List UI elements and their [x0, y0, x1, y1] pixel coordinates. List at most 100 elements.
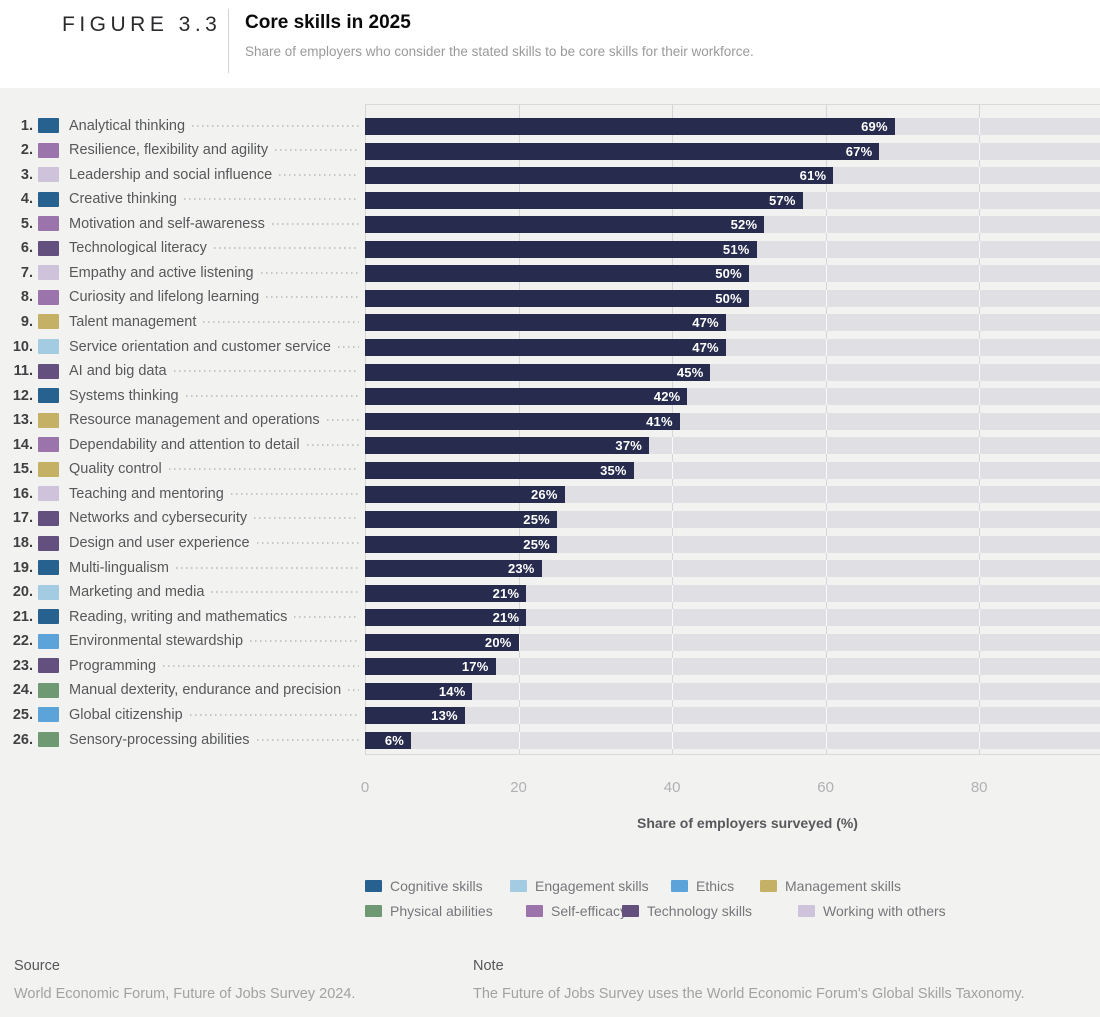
- legend-color-square: [526, 904, 543, 917]
- bar-teaching-and-mentoring: 26%: [365, 486, 565, 504]
- bar-value-label: 37%: [615, 438, 643, 454]
- skill-row-7: 7. Empathy and active listening: [0, 264, 365, 281]
- skill-row-1: 1. Analytical thinking: [0, 117, 365, 134]
- bar-row-21: 21%: [365, 609, 1100, 627]
- skill-row-3: 3. Leadership and social influence: [0, 166, 365, 183]
- source-heading: Source: [14, 958, 60, 974]
- note-heading: Note: [473, 958, 504, 974]
- skill-rank: 5.: [20, 215, 33, 232]
- category-color-square: [38, 388, 59, 404]
- dotted-leader: [294, 615, 359, 618]
- category-color-square: [38, 535, 59, 551]
- x-axis-title: Share of employers surveyed (%): [637, 815, 858, 831]
- bar-value-label: 52%: [730, 217, 758, 233]
- skill-row-5: 5. Motivation and self-awareness: [0, 215, 365, 232]
- skill-row-26: 26. Sensory-processing abilities: [0, 731, 365, 748]
- legend-label: Cognitive skills: [390, 877, 483, 894]
- category-color-square: [38, 707, 59, 723]
- skill-label: Creative thinking: [69, 191, 177, 208]
- skill-label: Environmental stewardship: [69, 633, 244, 650]
- skill-labels-column: 1. Analytical thinking 2. Resilience, flexi…: [0, 104, 365, 755]
- dotted-leader: [173, 370, 359, 373]
- bar-value-label: 17%: [461, 659, 489, 675]
- bar-manual-dexterity-endurance-and-precision: 14%: [365, 682, 473, 700]
- bar-row-8: 50%: [365, 289, 1100, 307]
- bar-environmental-stewardship: 20%: [365, 633, 519, 651]
- skill-label: Curiosity and lifelong learning: [69, 289, 260, 306]
- bar-row-15: 35%: [365, 461, 1100, 479]
- skill-label: Networks and cybersecurity: [69, 510, 248, 527]
- category-color-square: [38, 339, 59, 355]
- category-color-square: [38, 510, 59, 526]
- bar-value-label: 13%: [431, 708, 458, 724]
- skill-row-25: 25. Global citizenship: [0, 706, 365, 723]
- category-color-square: [38, 682, 59, 698]
- legend-color-square: [798, 904, 815, 917]
- skill-row-24: 24. Manual dexterity, endurance and preci…: [0, 682, 365, 699]
- skill-rank: 24.: [12, 682, 33, 699]
- bar-row-13: 41%: [365, 412, 1100, 430]
- bar-value-label: 50%: [715, 266, 742, 282]
- category-color-square: [38, 240, 59, 256]
- legend-color-square: [622, 904, 639, 917]
- skill-label: Systems thinking: [69, 387, 179, 404]
- bar-track: [365, 584, 1100, 602]
- bar-value-label: 51%: [722, 241, 750, 257]
- legend-color-square: [510, 879, 527, 892]
- category-color-square: [38, 118, 59, 133]
- skill-rank: 14.: [12, 436, 33, 453]
- bar-row-24: 14%: [365, 682, 1100, 700]
- skill-row-2: 2. Resilience, flexibility and agility: [0, 142, 365, 159]
- bar-value-label: 21%: [492, 585, 520, 601]
- category-color-square: [38, 289, 59, 305]
- bar-track: [365, 707, 1100, 725]
- skill-row-21: 21. Reading, writing and mathematics: [0, 608, 365, 625]
- category-color-square: [38, 191, 59, 207]
- x-tick-20: 20: [510, 779, 527, 796]
- dotted-leader: [256, 542, 359, 545]
- skill-label: Multi-lingualism: [69, 559, 169, 576]
- legend-label: Self-efficacy: [551, 902, 627, 919]
- dotted-leader: [175, 566, 359, 569]
- category-color-square: [38, 732, 59, 747]
- legend-color-square: [671, 879, 688, 892]
- bar-resilience-flexibility-and-agility: 67%: [365, 142, 880, 160]
- skill-label: Design and user experience: [69, 535, 250, 552]
- skill-row-11: 11. AI and big data: [0, 363, 365, 380]
- bar-resource-management-and-operations: 41%: [365, 412, 680, 430]
- category-color-square: [38, 363, 59, 379]
- skill-label: Talent management: [69, 313, 197, 330]
- skill-label: Motivation and self-awareness: [69, 215, 265, 232]
- skill-rank: 13.: [12, 412, 33, 429]
- bar-track: [365, 633, 1100, 651]
- dotted-leader: [163, 664, 359, 667]
- bar-value-label: 67%: [845, 143, 873, 159]
- skill-rank: 8.: [20, 289, 33, 306]
- bar-row-6: 51%: [365, 240, 1100, 258]
- skill-label: Sensory-processing abilities: [69, 731, 250, 748]
- bar-value-label: 50%: [715, 290, 742, 306]
- bar-motivation-and-self-awareness: 52%: [365, 216, 765, 234]
- bar-design-and-user-experience: 25%: [365, 535, 557, 553]
- dotted-leader: [192, 124, 359, 127]
- legend-label: Ethics: [696, 877, 735, 894]
- bar-row-4: 57%: [365, 191, 1100, 209]
- bar-analytical-thinking: 69%: [365, 118, 895, 135]
- bar-row-17: 25%: [365, 510, 1100, 528]
- skill-rank: 19.: [12, 559, 33, 576]
- legend-label: Engagement skills: [535, 877, 649, 894]
- legend-label: Management skills: [785, 877, 901, 894]
- bar-row-10: 47%: [365, 339, 1100, 357]
- legend-label: Physical abilities: [390, 902, 493, 919]
- dotted-leader: [184, 198, 359, 201]
- skill-label: Service orientation and customer service: [69, 338, 331, 355]
- skill-label: Dependability and attention to detail: [69, 436, 300, 453]
- skill-row-12: 12. Systems thinking: [0, 387, 365, 404]
- bar-reading-writing-and-mathematics: 21%: [365, 609, 527, 627]
- note-text: The Future of Jobs Survey uses the World…: [473, 986, 1025, 1002]
- dotted-leader: [211, 591, 359, 594]
- bar-track: [365, 682, 1100, 700]
- bar-row-20: 21%: [365, 584, 1100, 602]
- bar-sensory-processing-abilities: 6%: [365, 732, 412, 749]
